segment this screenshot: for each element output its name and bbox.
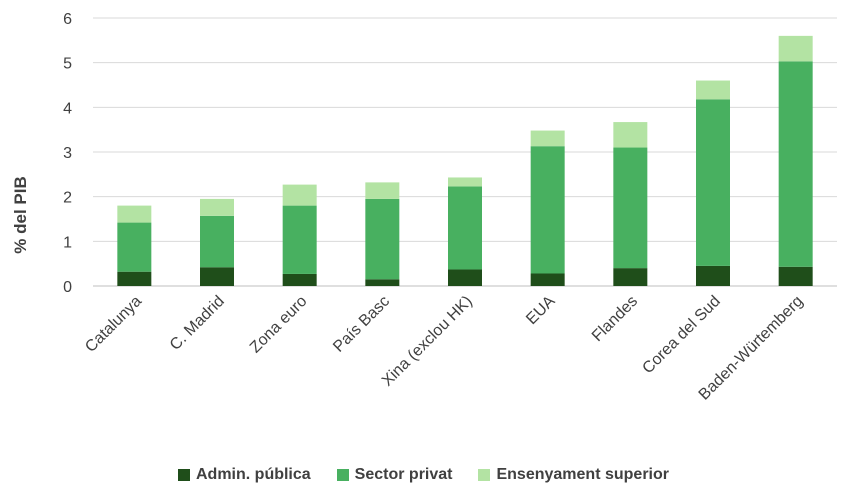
bar-segment: [282, 184, 317, 206]
legend: Admin. pública Sector privat Ensenyament s…: [0, 466, 847, 484]
legend-item: Sector privat: [336, 466, 453, 484]
y-tick-label: 5: [63, 56, 72, 73]
bar-segment: [696, 265, 730, 286]
x-category-label: C. Madrid: [167, 293, 228, 354]
y-axis-title: % del PIB: [11, 176, 30, 253]
bar-segment: [530, 130, 565, 147]
legend-label: Sector privat: [354, 466, 453, 483]
bar-segment: [613, 122, 648, 148]
legend-item: Admin. pública: [178, 466, 311, 484]
bar-segment: [365, 279, 400, 286]
bar-segment: [200, 215, 234, 268]
bar-segment: [117, 271, 152, 286]
bar-segment: [282, 273, 317, 286]
x-category-label: Corea del Sud: [639, 293, 723, 377]
y-tick-label: 4: [63, 100, 72, 117]
legend-label: Admin. pública: [196, 466, 311, 483]
legend-swatch: [478, 469, 491, 481]
legend-label: Ensenyament superior: [496, 466, 669, 483]
x-category-label: Zona euro: [247, 293, 311, 357]
bar-segment: [613, 147, 648, 269]
bar-segment: [365, 198, 400, 280]
bar-segment: [365, 182, 400, 199]
x-category-label: País Basc: [330, 293, 393, 356]
y-axis-tick-labels: 0 1 2 3 4 5 6: [63, 11, 72, 296]
x-category-label: Catalunya: [82, 293, 145, 356]
bar-segment: [117, 205, 152, 223]
bars: [117, 35, 813, 286]
bar-segment: [778, 35, 813, 62]
bar-segment: [282, 205, 317, 274]
bar-segment: [778, 266, 813, 286]
y-tick-label: 0: [63, 279, 72, 296]
bar-segment: [613, 268, 648, 286]
bar-segment: [448, 269, 482, 286]
bar-segment: [200, 267, 234, 286]
bar-segment: [696, 99, 730, 266]
y-tick-label: 3: [63, 145, 72, 162]
bar-segment: [530, 146, 565, 274]
y-tick-label: 6: [63, 11, 72, 28]
y-tick-label: 2: [63, 190, 72, 207]
bar-segment: [200, 198, 234, 216]
bar-segment: [530, 273, 565, 286]
bar-segment: [696, 80, 730, 100]
bar-segment: [117, 222, 152, 272]
x-axis-category-labels: Catalunya C. Madrid Zona euro País BascXina…: [82, 293, 806, 404]
bar-segment: [448, 177, 482, 187]
legend-swatch: [178, 469, 190, 481]
bar-segment: [778, 61, 813, 267]
bar-segment: [448, 186, 482, 270]
x-category-label: Flandes: [589, 293, 641, 345]
y-tick-label: 1: [63, 234, 72, 251]
x-category-label: EUA: [523, 293, 559, 329]
legend-swatch: [336, 469, 349, 481]
legend-item: Ensenyament superior: [478, 466, 669, 484]
x-category-label: Xina (exclou HK): [379, 293, 476, 390]
